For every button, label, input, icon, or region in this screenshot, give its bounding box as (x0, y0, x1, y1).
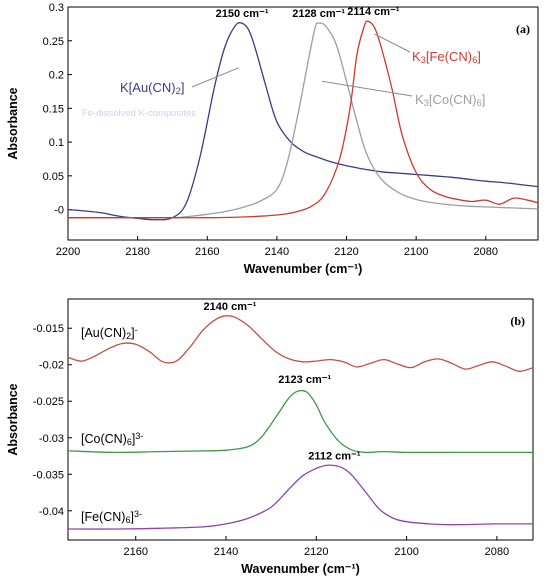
y-tick-label: 0.15 (43, 103, 64, 115)
callout-line (191, 67, 239, 88)
panel-b-series (67, 315, 534, 530)
series-label: K3[Co(CN)6] (415, 92, 485, 108)
peak-label: 2140 cm⁻¹ (204, 301, 257, 313)
x-tick-label: 2120 (304, 546, 328, 558)
panel-a: 2200 2180 2160 2140 2120 2100 2080 -0 0.05 0.1 0.1… (6, 2, 539, 276)
y-tick-label: -0.025 (33, 396, 64, 408)
y-tick-label: 0.2 (49, 70, 64, 82)
y-tick-label: 0.05 (43, 171, 64, 183)
callout-line (374, 33, 411, 53)
peak-label: 2150 cm⁻¹ (216, 8, 269, 20)
panel-a-series (67, 20, 539, 221)
x-tick-label: 2160 (195, 246, 219, 258)
panel-b-ticks: 2160 2140 2120 2100 2080 -0.015 -0.02 -0.025 -0.… (33, 323, 509, 558)
x-tick-label: 2200 (56, 246, 80, 258)
y-tick-label: -0.035 (33, 469, 64, 481)
y-tick-label: 0.25 (43, 36, 64, 48)
peak-label: 2114 cm⁻¹ (347, 6, 400, 18)
x-tick-label: 2140 (265, 246, 289, 258)
panel-b: 2160 2140 2120 2100 2080 -0.015 -0.02 -0.025 -0.… (6, 298, 534, 576)
panel-a-label: (a) (516, 22, 530, 36)
y-tick-label: 0.3 (49, 2, 64, 14)
panel-a-y-axis-label: Absorbance (6, 87, 20, 159)
y-tick-label: -0.04 (39, 506, 64, 518)
x-tick-label: 2080 (474, 246, 498, 258)
x-tick-label: 2180 (125, 246, 149, 258)
callout-line (322, 80, 413, 97)
x-tick-label: 2140 (214, 546, 238, 558)
series-line-1 (67, 22, 539, 221)
series-line-3 (68, 20, 539, 219)
x-tick-label: 2120 (334, 246, 358, 258)
panel-b-annotations: 2140 cm⁻¹ 2123 cm⁻¹ 2112 cm⁻¹ [Au(CN)2]- [Co… (81, 301, 361, 525)
faint-annotation: Fe-dissolved K-composites (82, 108, 196, 119)
series-label: K3[Fe(CN)6] (412, 49, 481, 65)
panel-b-y-axis-label: Absorbance (6, 383, 20, 455)
x-tick-label: 2100 (394, 546, 418, 558)
y-tick-label: -0.02 (39, 360, 64, 372)
series-label: [Co(CN)6]3- (81, 431, 143, 447)
series-line-1 (67, 315, 534, 372)
panel-a-x-axis-label: Wavenumber (cm⁻¹) (244, 262, 363, 276)
x-tick-label: 2080 (485, 546, 509, 558)
panel-a-annotations: 2150 cm⁻¹ 2128 cm⁻¹ 2114 cm⁻¹ K[Au(CN)2] K3[… (82, 6, 485, 119)
y-tick-label: -0.03 (39, 433, 64, 445)
series-label: K[Au(CN)2] (120, 80, 184, 96)
series-label: [Fe(CN)6]3- (81, 509, 142, 525)
y-tick-label: -0 (54, 205, 64, 217)
peak-label: 2112 cm⁻¹ (308, 451, 361, 463)
panel-a-frame (67, 6, 539, 241)
series-line-3 (67, 464, 534, 530)
panel-b-x-axis-label: Wavenumber (cm⁻¹) (241, 562, 360, 576)
peak-label: 2128 cm⁻¹ (292, 8, 345, 20)
series-label: [Au(CN)2]- (81, 325, 138, 341)
panel-a-ticks: 2200 2180 2160 2140 2120 2100 2080 -0 0.05 0.1 0.1… (43, 2, 498, 258)
series-line-2 (67, 389, 533, 454)
panel-b-frame (67, 298, 534, 541)
x-tick-label: 2160 (123, 546, 147, 558)
series-line-2 (68, 22, 539, 219)
panel-b-label: (b) (510, 314, 525, 328)
peak-label: 2123 cm⁻¹ (278, 374, 331, 386)
y-tick-label: -0.015 (33, 323, 64, 335)
x-tick-label: 2100 (404, 246, 428, 258)
y-tick-label: 0.1 (49, 137, 64, 149)
